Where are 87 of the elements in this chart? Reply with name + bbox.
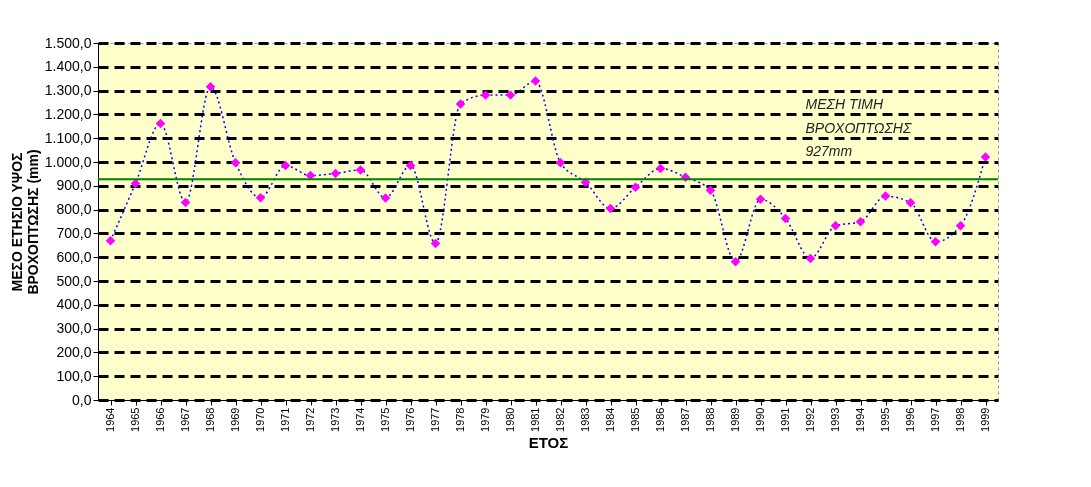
x-tick-label: 1967 [179,407,191,432]
point [630,182,641,192]
x-tick-label: 1990 [754,407,766,432]
y-tick-label: 1.000,0 [44,153,92,170]
x-tick-label: 1989 [729,407,741,432]
point [555,157,566,168]
x-tick-label: 1986 [654,407,666,432]
y-axis-title: ΜΕΣΟ ΕΤΗΣΙΟ ΥΨΟΣ ΒΡΟΧΟΠΤΩΣΗΣ (mm) [8,149,41,295]
point [705,185,716,196]
x-tick-label: 1981 [529,407,541,432]
x-tick-label: 1966 [154,407,166,432]
y-tick-label: 300,0 [56,320,92,337]
x-tick-label: 1970 [254,407,266,432]
y-tick-label: 800,0 [56,201,92,218]
y-tick-label: 100,0 [56,367,92,384]
x-tick-label: 1984 [604,407,616,432]
x-tick-label: 1976 [404,407,416,432]
point [280,160,291,171]
point [455,99,466,109]
x-tick-label: 1965 [129,407,141,432]
x-tick-label: 1969 [229,407,241,432]
point [530,76,541,86]
point [255,192,266,203]
x-axis-title: ΕΤΟΣ [528,433,569,451]
point [805,253,816,264]
y-tick-label: 1.400,0 [44,58,92,75]
point [780,213,791,224]
x-tick-label: 1992 [804,407,816,432]
x-tick-label: 1985 [629,407,641,432]
x-tick-label: 1999 [979,407,991,432]
point [205,82,216,92]
point [355,165,366,175]
point [880,191,891,201]
y-tick-label: 1.100,0 [44,129,92,146]
point [330,168,341,179]
y-tick-label: 1.500,0 [44,34,92,51]
x-tick-label: 1995 [879,407,891,432]
point [730,256,741,267]
x-tick-label: 1988 [704,407,716,432]
y-tick-label: 200,0 [56,343,92,360]
point [655,163,666,174]
point [505,90,516,100]
y-tick-label: 900,0 [56,177,92,194]
point [155,118,166,129]
x-tick-label: 1979 [479,407,491,432]
x-tick-label: 1998 [954,407,966,432]
point [755,194,766,205]
y-tick-label: 600,0 [56,248,92,265]
y-tick-label: 500,0 [56,272,92,289]
point [930,236,941,247]
y-tick-label: 400,0 [56,296,92,313]
x-tick-label: 1991 [779,407,791,432]
point [955,221,966,231]
x-tick-label: 1994 [854,407,866,432]
x-tick-label: 1982 [554,407,566,432]
x-tick-label: 1993 [829,407,841,432]
x-tick-label: 1975 [379,407,391,432]
point [430,238,441,249]
x-tick-label: 1973 [329,407,341,432]
y-tick-label: 700,0 [56,224,92,241]
point [980,152,991,162]
x-tick-label: 1980 [504,407,516,432]
x-tick-label: 1968 [204,407,216,432]
x-tick-label: 1978 [454,407,466,432]
point [105,236,116,246]
point [830,221,841,231]
point [180,197,191,208]
x-tick-label: 1972 [304,407,316,432]
point [405,160,416,171]
x-tick-label: 1971 [279,407,291,432]
x-tick-label: 1996 [904,407,916,432]
point [905,197,916,208]
point [855,217,866,227]
x-tick-label: 1987 [679,407,691,432]
point [605,203,616,214]
x-tick-label: 1974 [354,407,366,432]
point [480,90,491,100]
x-tick-label: 1977 [429,407,441,432]
x-tick-label: 1983 [579,407,591,432]
point [230,157,241,168]
x-tick-label: 1997 [929,407,941,432]
y-tick-label: 0,0 [72,391,92,408]
point [380,193,391,203]
ref-line-label: ΜΕΣΗ ΤΙΜΗ ΒΡΟΧΟΠΤΩΣΗΣ 927mm [805,95,912,160]
x-tick-label: 1964 [104,407,116,432]
y-tick-label: 1.300,0 [44,82,92,99]
y-tick-label: 1.200,0 [44,105,92,122]
